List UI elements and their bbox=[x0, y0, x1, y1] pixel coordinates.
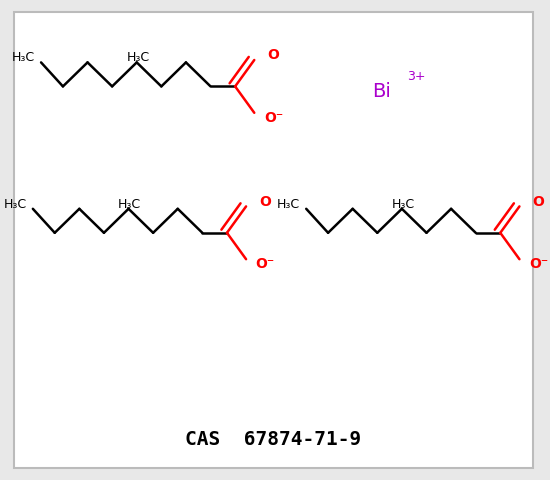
Text: O⁻: O⁻ bbox=[256, 257, 275, 271]
Text: Bi: Bi bbox=[372, 82, 390, 101]
Text: H₃C: H₃C bbox=[3, 197, 26, 211]
Text: O⁻: O⁻ bbox=[529, 257, 548, 271]
Text: H₃C: H₃C bbox=[392, 197, 415, 211]
Text: H₃C: H₃C bbox=[12, 51, 35, 64]
Text: O: O bbox=[259, 194, 271, 209]
Text: O: O bbox=[267, 48, 279, 62]
Text: O⁻: O⁻ bbox=[264, 110, 283, 125]
Text: H₃C: H₃C bbox=[277, 197, 300, 211]
Text: H₃C: H₃C bbox=[118, 197, 141, 211]
Text: CAS  67874-71-9: CAS 67874-71-9 bbox=[185, 430, 361, 449]
Text: 3+: 3+ bbox=[408, 70, 426, 84]
FancyBboxPatch shape bbox=[14, 12, 533, 468]
Text: H₃C: H₃C bbox=[126, 51, 150, 64]
Text: O: O bbox=[532, 194, 544, 209]
